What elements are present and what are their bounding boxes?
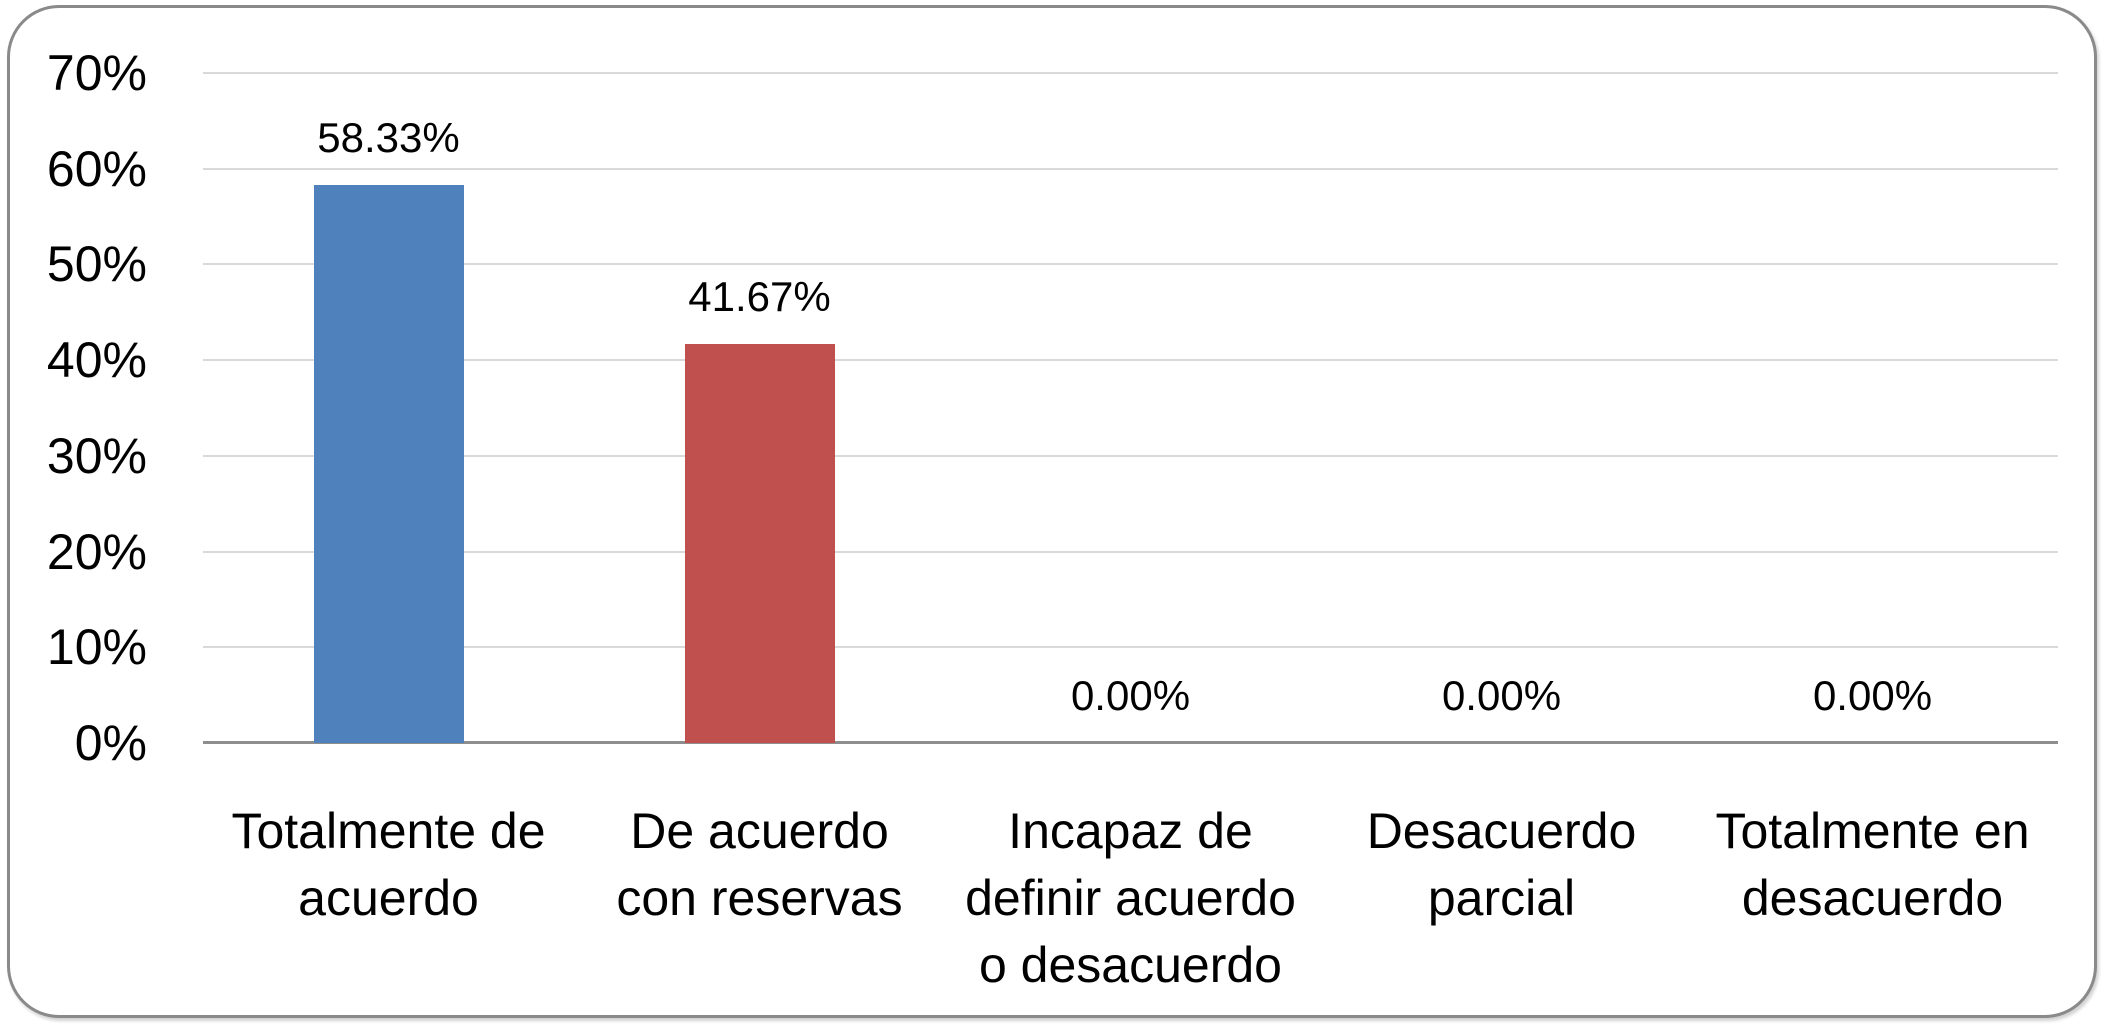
data-label: 0.00%: [1812, 672, 1933, 719]
category-label: De acuerdo con reservas: [574, 798, 945, 999]
gridline: [203, 646, 2058, 649]
gridline: [203, 167, 2058, 170]
bar: [313, 184, 464, 743]
category-label: Incapaz de definir acuerdo o desacuerdo: [945, 798, 1316, 999]
data-label: 41.67%: [688, 273, 831, 321]
data-label: 0.00%: [1441, 672, 1562, 719]
x-axis-line: [203, 741, 2058, 744]
category-label-line: De acuerdo: [630, 803, 889, 859]
chart-frame: 70% 60% 50% 40% 30% 20% 10% 0% 58.33% 41.67% 0.00…: [7, 5, 2097, 1018]
bar: [684, 344, 835, 743]
category-label-line: Totalmente de: [231, 803, 546, 859]
plot-area: 58.33% 41.67% 0.00% 0.00% 0.00%: [203, 72, 2058, 744]
category-label-line: desacuerdo: [1741, 870, 2004, 926]
y-tick-label: 20%: [46, 523, 147, 580]
category-label-line: o desacuerdo: [978, 937, 1282, 993]
gridline: [203, 550, 2058, 553]
gridline: [203, 454, 2058, 457]
category-label-line: acuerdo: [298, 870, 479, 926]
y-tick-label: 50%: [46, 236, 147, 293]
y-tick-label: 60%: [46, 140, 147, 197]
data-label: 58.33%: [317, 113, 460, 161]
category-label-line: Desacuerdo: [1366, 803, 1637, 859]
gridline: [203, 263, 2058, 266]
category-label-line: Totalmente en: [1715, 803, 2030, 859]
gridline: [203, 72, 2058, 74]
y-tick-label: 0%: [74, 715, 147, 771]
y-tick-label: 30%: [46, 427, 147, 484]
category-label: Totalmente en desacuerdo: [1687, 798, 2058, 999]
category-label: Totalmente de acuerdo: [203, 798, 574, 999]
gridline: [203, 359, 2058, 362]
category-label-line: definir acuerdo: [965, 870, 1296, 926]
category-label-line: parcial: [1427, 870, 1576, 926]
y-tick-label: 70%: [46, 45, 147, 101]
x-axis-labels: Totalmente de acuerdo De acuerdo con reserv…: [203, 798, 2058, 999]
category-label: Desacuerdo parcial: [1316, 798, 1687, 999]
y-axis: 70% 60% 50% 40% 30% 20% 10% 0%: [10, 48, 203, 768]
category-label-line: con reservas: [616, 870, 903, 926]
y-tick-label: 40%: [46, 332, 147, 389]
y-tick-label: 10%: [46, 619, 147, 676]
category-label-line: Incapaz de: [1008, 803, 1253, 859]
data-label: 0.00%: [1070, 672, 1191, 719]
